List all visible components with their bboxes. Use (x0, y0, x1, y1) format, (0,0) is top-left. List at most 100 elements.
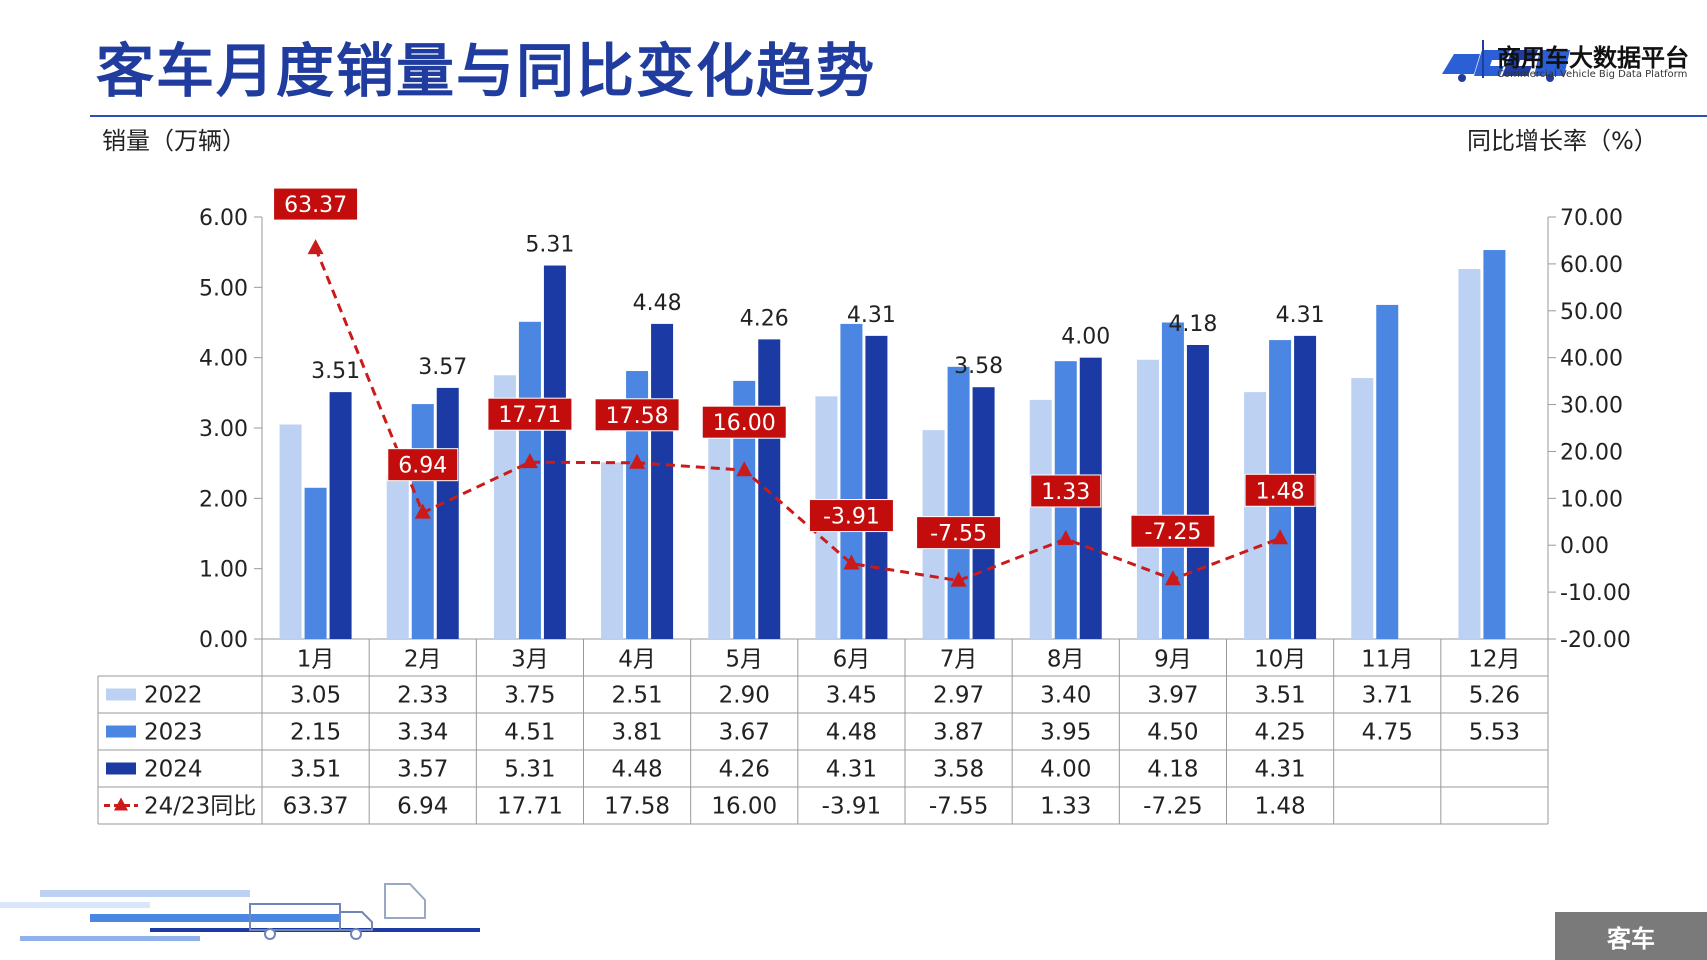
yoy-label: 1.48 (1256, 479, 1305, 504)
legend-swatch (106, 688, 136, 701)
table-cell: 2.51 (611, 683, 662, 709)
table-cell: 3.34 (397, 720, 448, 746)
left-tick-label: 2.00 (199, 487, 248, 512)
legend-swatch (106, 725, 136, 738)
legend-swatch (106, 762, 136, 775)
right-tick-label: 10.00 (1560, 487, 1623, 512)
right-tick-label: 30.00 (1560, 394, 1623, 419)
truck-banner-icon (0, 883, 480, 941)
bar-2024 (972, 387, 995, 639)
yoy-label: -7.55 (930, 522, 987, 547)
table-cell: 4.48 (611, 757, 662, 783)
bar-2022 (279, 424, 302, 639)
table-cell: 1.48 (1254, 794, 1305, 820)
yoy-label-box (701, 405, 787, 439)
yoy-label: 1.33 (1041, 480, 1090, 505)
table-cell: 3.05 (290, 683, 341, 709)
table-cell: 4.00 (1040, 757, 1091, 783)
table-cell: 4.31 (826, 757, 877, 783)
table-cell: 63.37 (283, 794, 349, 820)
legend-label: 24/23同比 (144, 794, 256, 820)
table-cell: 5.26 (1469, 683, 1520, 709)
left-axis-label: 销量（万辆） (102, 127, 246, 155)
table-cell: -3.91 (822, 794, 882, 820)
bar-2023 (626, 371, 649, 639)
table-cell: 4.18 (1147, 757, 1198, 783)
table-cell: 3.51 (1254, 683, 1305, 709)
yoy-marker (736, 461, 753, 477)
table-cell: 17.71 (497, 794, 563, 820)
bar-2024 (436, 387, 459, 639)
right-axis-label: 同比增长率（%） (1467, 127, 1658, 155)
right-tick-label: 40.00 (1560, 347, 1623, 372)
table-cell: 3.81 (611, 720, 662, 746)
table-cell: -7.25 (1143, 794, 1203, 820)
bar-2023 (947, 366, 970, 639)
legend-marker (114, 797, 128, 811)
yoy-label: -3.91 (823, 505, 880, 530)
yoy-marker (1272, 529, 1289, 545)
yoy-marker (629, 453, 646, 469)
yoy-marker (950, 571, 967, 587)
bar-value-label: 4.18 (1168, 312, 1217, 337)
table-cell: 4.50 (1147, 720, 1198, 746)
yoy-label: 17.71 (498, 403, 561, 428)
bar-2023 (518, 321, 541, 639)
table-cell: 4.26 (719, 757, 770, 783)
table-cell: 3.45 (826, 683, 877, 709)
bar-value-label: 4.31 (1276, 303, 1325, 328)
table-cell: 3.71 (1362, 683, 1413, 709)
table-cell: 3.57 (397, 757, 448, 783)
x-tick-label: 9月 (1154, 647, 1192, 673)
bar-2022 (1136, 359, 1159, 639)
table-cell: 2.15 (290, 720, 341, 746)
yoy-label-box (1030, 474, 1102, 508)
right-tick-label: 20.00 (1560, 440, 1623, 465)
left-tick-label: 3.00 (199, 417, 248, 442)
yoy-label-box (273, 187, 359, 221)
x-tick-label: 1月 (297, 647, 335, 673)
bar-2022 (386, 475, 409, 639)
table-cell: 3.67 (719, 720, 770, 746)
table-cell: -7.55 (929, 794, 989, 820)
bar-value-label: 3.58 (954, 354, 1003, 379)
right-tick-label: 60.00 (1560, 253, 1623, 278)
yoy-label-box (1244, 473, 1316, 507)
logo-divider (1482, 40, 1484, 78)
x-tick-label: 6月 (833, 647, 871, 673)
bar-value-label: 4.00 (1061, 325, 1110, 350)
bar-value-label: 4.31 (847, 303, 896, 328)
bar-value-label: 4.48 (633, 291, 682, 316)
table-cell: 4.31 (1254, 757, 1305, 783)
yoy-label: 6.94 (398, 454, 447, 479)
table-cell: 4.51 (504, 720, 555, 746)
yoy-marker (843, 554, 860, 570)
yoy-label-box (1130, 514, 1216, 548)
left-tick-label: 5.00 (199, 276, 248, 301)
table-cell: 3.51 (290, 757, 341, 783)
x-tick-label: 10月 (1254, 647, 1306, 673)
bar-2022 (601, 462, 624, 639)
yoy-marker (1057, 529, 1074, 545)
yoy-label-box (387, 448, 459, 482)
bar-2024 (543, 265, 566, 639)
bar-2024 (758, 339, 781, 639)
legend-label: 2024 (144, 757, 203, 783)
yoy-marker (1164, 570, 1181, 586)
bar-value-label: 4.26 (740, 306, 789, 331)
yoy-marker (307, 239, 324, 255)
bar-2024 (1186, 345, 1209, 639)
right-tick-label: 70.00 (1560, 206, 1623, 231)
table-cell: 3.95 (1040, 720, 1091, 746)
bar-2022 (1458, 269, 1481, 639)
x-tick-label: 7月 (940, 647, 978, 673)
yoy-label-box (487, 397, 573, 431)
bar-2022 (1244, 392, 1267, 639)
bar-value-label: 3.57 (418, 355, 467, 380)
left-tick-label: 4.00 (199, 347, 248, 372)
legend-label: 2022 (144, 683, 203, 709)
table-cell: 3.75 (504, 683, 555, 709)
right-tick-label: 50.00 (1560, 300, 1623, 325)
x-tick-label: 4月 (618, 647, 656, 673)
